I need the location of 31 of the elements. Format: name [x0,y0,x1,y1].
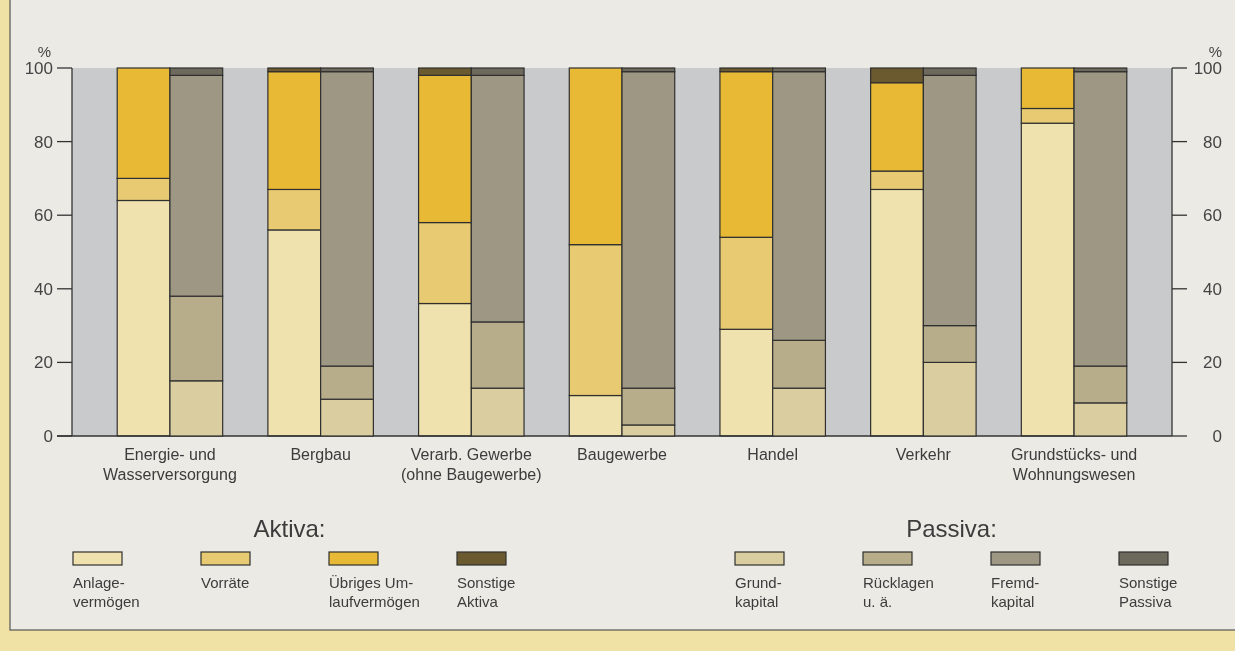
y-tick-label: 20 [1203,353,1222,373]
y-axis-title: % [1208,43,1222,60]
legend-label: Übriges Um- laufvermögen [329,574,420,610]
x-tick-label: Bergbau [290,446,351,463]
y-tick-label: 40 [34,279,53,299]
legend-label: Sonstige Aktiva [457,574,516,610]
x-tick-label: Handel [747,446,799,463]
y-tick-label: 80 [1203,132,1222,152]
legend-label: Sonstige Passiva [1119,574,1178,610]
x-tick-label: Grundstücks- und Wohnungswesen [1010,446,1138,483]
x-tick-label: Baugewerbe [577,446,668,463]
x-tick-label: Verkehr [895,446,952,463]
legend-label: Fremd- kapital [991,574,1040,610]
y-tick-label: 40 [1203,279,1222,299]
x-tick-label: Verarb. Gewerbe (ohne Baugewerbe) [401,446,542,483]
legend-label: Vorräte [201,574,250,591]
y-tick-label: 0 [43,426,53,446]
y-tick-label: 100 [1193,58,1222,78]
legend-label: Rücklagen u. ä. [863,574,934,610]
legend-label: Anlage- vermögen [73,574,140,610]
x-tick-label: Energie- und Wasserversorgung [103,446,237,483]
legend-title: Passiva: [906,515,997,542]
legend-title: Aktiva: [253,515,326,542]
y-tick-label: 20 [34,353,53,373]
y-tick-label: 100 [24,58,53,78]
y-axis-title: % [37,43,51,60]
y-tick-label: 0 [1212,426,1222,446]
legend-label: Grund- kapital [735,574,782,610]
y-tick-label: 60 [1203,206,1222,226]
y-tick-label: 80 [34,132,53,152]
y-tick-label: 60 [34,206,53,226]
